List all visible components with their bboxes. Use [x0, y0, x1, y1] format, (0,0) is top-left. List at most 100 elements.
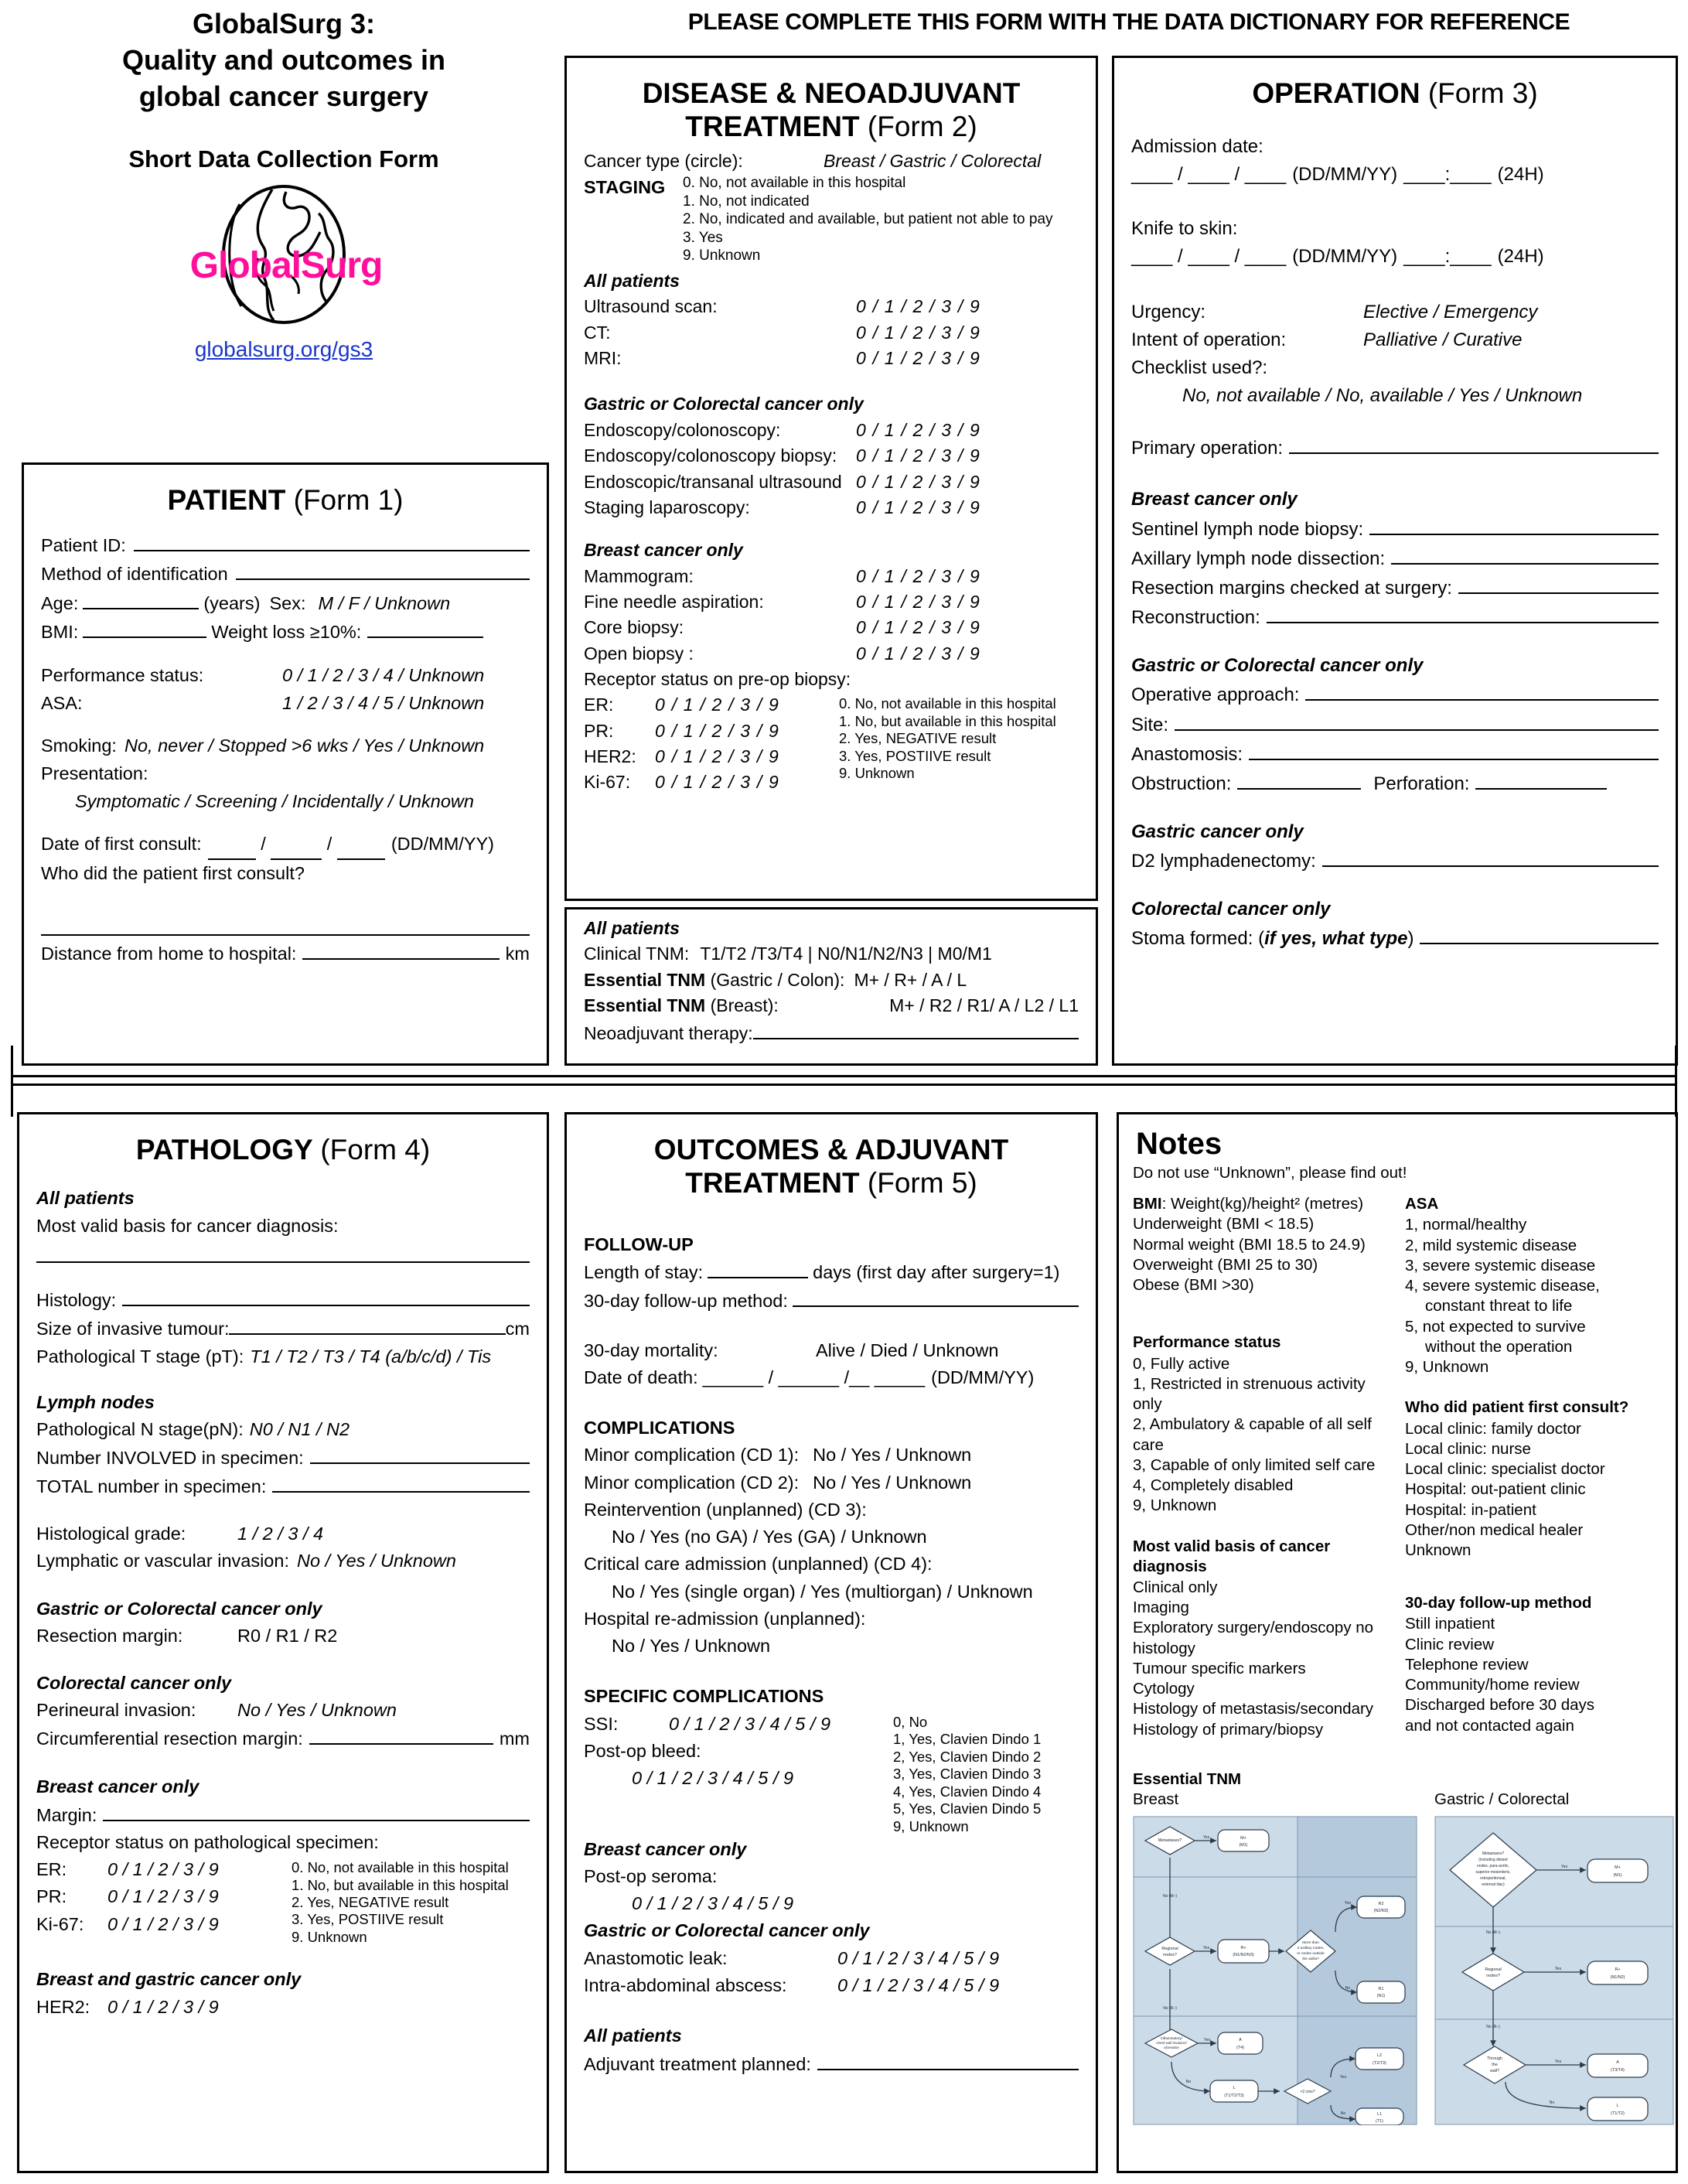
field-postop-seroma-options[interactable]: 0 / 1 / 2 / 3 / 4 / 5 / 9	[632, 1893, 794, 1914]
website-link[interactable]: globalsurg.org/gs3	[194, 337, 373, 362]
field-postop-bleed-options[interactable]: 0 / 1 / 2 / 3 / 4 / 5 / 9	[632, 1768, 794, 1789]
field-mammogram[interactable]: Mammogram: 0 / 1 / 2 / 3 / 9	[584, 565, 981, 586]
field-asa[interactable]: ASA: 1 / 2 / 3 / 4 / 5 / Unknown	[41, 692, 485, 713]
fc-breast-d3-yes: Yes	[1345, 1901, 1352, 1906]
field-open-biopsy[interactable]: Open biopsy : 0 / 1 / 2 / 3 / 9	[584, 643, 981, 664]
field-ki67[interactable]: Ki-67: 0 / 1 / 2 / 3 / 9	[584, 772, 780, 793]
field-sentinel-node-biopsy[interactable]: Sentinel lymph node biopsy:	[1131, 514, 1659, 543]
field-perineural-invasion[interactable]: Perineural invasion: No / Yes / Unknown	[36, 1700, 397, 1721]
field-histology[interactable]: Histology:	[36, 1286, 530, 1315]
field-date-of-death[interactable]: Date of death: ______ / ______ /__ _____…	[584, 1367, 1035, 1387]
fc-gc-d2-yes: Yes	[1555, 1967, 1562, 1971]
field-cancer-type[interactable]: Cancer type (circle): Breast / Gastric /…	[584, 150, 1042, 171]
field-resection-margin[interactable]: Resection margin: R0 / R1 / R2	[36, 1625, 338, 1646]
heading-op-gastric-colorectal: Gastric or Colorectal cancer only	[1131, 655, 1424, 677]
field-endoscopy-colonoscopy[interactable]: Endoscopy/colonoscopy: 0 / 1 / 2 / 3 / 9	[584, 419, 981, 440]
field-cd2[interactable]: Minor complication (CD 2): No / Yes / Un…	[584, 1472, 972, 1493]
flowchart-breast: Metastases? Yes M+ (M1) No (M–) Regional n…	[1133, 1816, 1417, 2129]
field-obstruction-perforation[interactable]: Obstruction: Perforation:	[1131, 769, 1659, 798]
field-knife-datetime[interactable]: ____ / ____ / ____ (DD/MM/YY) ____:____ …	[1131, 246, 1544, 268]
field-path-ki67[interactable]: Ki-67: 0 / 1 / 2 / 3 / 9	[36, 1913, 219, 1934]
field-first-consult-date[interactable]: Date of first consult: / / (DD/MM/YY)	[41, 831, 530, 861]
field-intent-of-operation[interactable]: Intent of operation: Palliative / Curati…	[1131, 329, 1523, 351]
field-tumour-size[interactable]: Size of invasive tumour: cm	[36, 1315, 530, 1343]
receptor-key: 0. No, not available in this hospital 1.…	[839, 695, 1056, 782]
field-transanal-ultrasound[interactable]: Endoscopic/transanal ultrasound 0 / 1 / …	[584, 471, 981, 492]
tnm-flowchart-heading: Essential TNM	[1133, 1769, 1242, 1788]
svg-text:L2: L2	[1377, 2053, 1382, 2058]
field-smoking[interactable]: Smoking: No, never / Stopped >6 wks / Ye…	[41, 735, 485, 756]
field-performance-status[interactable]: Performance status: 0 / 1 / 2 / 3 / 4 / …	[41, 664, 485, 685]
field-ultrasound-scan[interactable]: Ultrasound scan: 0 / 1 / 2 / 3 / 9	[584, 296, 981, 317]
field-clinical-tnm[interactable]: Clinical TNM: T1/T2 /T3/T4 | N0/N1/N2/N3…	[584, 944, 992, 964]
field-path-er[interactable]: ER: 0 / 1 / 2 / 3 / 9	[36, 1859, 219, 1880]
field-cd1[interactable]: Minor complication (CD 1): No / Yes / Un…	[584, 1445, 972, 1466]
field-nodes-total[interactable]: TOTAL number in specimen:	[36, 1472, 530, 1500]
field-primary-operation[interactable]: Primary operation:	[1131, 433, 1659, 462]
field-followup-method[interactable]: 30-day follow-up method:	[584, 1287, 1079, 1316]
flowchart-gastric-colorectal: Metastases? (including distant nodes, pa…	[1434, 1816, 1674, 2129]
field-pr[interactable]: PR: 0 / 1 / 2 / 3 / 9	[584, 720, 780, 741]
field-patient-id[interactable]: Patient ID:	[41, 531, 530, 559]
field-mri[interactable]: MRI: 0 / 1 / 2 / 3 / 9	[584, 348, 981, 369]
field-anastomosis[interactable]: Anastomosis:	[1131, 739, 1659, 769]
field-ssi[interactable]: SSI: 0 / 1 / 2 / 3 / 4 / 5 / 9	[584, 1713, 831, 1734]
field-method-identification[interactable]: Method of identification	[41, 560, 530, 589]
sex-options[interactable]: M / F / Unknown	[318, 592, 451, 613]
fc-breast-d3-no: No	[1345, 1986, 1351, 1991]
field-path-her2[interactable]: HER2: 0 / 1 / 2 / 3 / 9	[36, 1996, 219, 2017]
field-30day-mortality[interactable]: 30-day mortality: Alive / Died / Unknown	[584, 1339, 999, 1360]
field-d2-lymphadenectomy[interactable]: D2 lymphadenectomy:	[1131, 846, 1659, 875]
field-distance-home-hospital[interactable]: Distance from home to hospital: km	[41, 939, 530, 967]
field-site[interactable]: Site:	[1131, 709, 1659, 739]
field-essential-tnm-gastric[interactable]: Essential TNM (Gastric / Colon): M+ / R+…	[584, 969, 967, 990]
disease-form-title: DISEASE & NEOADJUVANT TREATMENT (Form 2)	[642, 77, 1021, 143]
svg-text:Metastases?: Metastases?	[1482, 1851, 1505, 1856]
field-margin[interactable]: Margin:	[36, 1800, 530, 1829]
field-circumferential-margin[interactable]: Circumferential resection margin: mm	[36, 1725, 530, 1753]
field-path-pr[interactable]: PR: 0 / 1 / 2 / 3 / 9	[36, 1886, 219, 1907]
svg-text:(N1/N2): (N1/N2)	[1611, 1975, 1625, 1980]
field-admission-datetime[interactable]: ____ / ____ / ____ (DD/MM/YY) ____:____ …	[1131, 164, 1544, 186]
field-readmission-options[interactable]: No / Yes / Unknown	[612, 1636, 771, 1657]
field-axillary-dissection[interactable]: Axillary lymph node dissection:	[1131, 544, 1659, 573]
heading-path-breast-only: Breast cancer only	[36, 1776, 199, 1797]
field-her2[interactable]: HER2: 0 / 1 / 2 / 3 / 9	[584, 746, 780, 766]
field-reconstruction[interactable]: Reconstruction:	[1131, 602, 1659, 632]
field-operative-approach[interactable]: Operative approach:	[1131, 680, 1659, 709]
field-bmi-weightloss[interactable]: BMI: Weight loss ≥10%:	[41, 617, 530, 646]
field-age-sex[interactable]: Age: (years) Sex: M / F / Unknown	[41, 589, 530, 617]
presentation-options[interactable]: Symptomatic / Screening / Incidentally /…	[75, 790, 474, 811]
path-receptor-key: 0. No, not available in this hospital 1.…	[292, 1859, 509, 1945]
field-cd3-options[interactable]: No / Yes (no GA) / Yes (GA) / Unknown	[612, 1527, 927, 1548]
field-essential-tnm-breast[interactable]: Essential TNM (Breast): M+ / R2 / R1/ A …	[584, 995, 1079, 1016]
svg-text:(N1): (N1)	[1377, 1994, 1386, 1998]
svg-text:nodes, para-aortic,: nodes, para-aortic,	[1477, 1864, 1509, 1868]
field-stoma-formed[interactable]: Stoma formed: ( if yes, what type )	[1131, 923, 1659, 953]
field-neoadjuvant-therapy[interactable]: Neoadjuvant therapy:	[584, 1019, 1079, 1046]
field-intra-abdominal-abscess[interactable]: Intra-abdominal abscess: 0 / 1 / 2 / 3 /…	[584, 1974, 1000, 1995]
heading-followup: FOLLOW-UP	[584, 1234, 694, 1254]
field-anastomotic-leak[interactable]: Anastomotic leak: 0 / 1 / 2 / 3 / 4 / 5 …	[584, 1947, 1000, 1968]
heading-path-gastric-colorectal: Gastric or Colorectal cancer only	[36, 1598, 322, 1619]
checklist-options[interactable]: No, not available / No, available / Yes …	[1182, 385, 1583, 407]
field-endoscopy-biopsy[interactable]: Endoscopy/colonoscopy biopsy: 0 / 1 / 2 …	[584, 445, 981, 466]
fc-breast-d1-no: No (M–)	[1163, 1894, 1177, 1899]
field-nodes-involved[interactable]: Number INVOLVED in specimen:	[36, 1443, 530, 1472]
field-pn-stage[interactable]: Pathological N stage(pN): N0 / N1 / N2	[36, 1419, 350, 1440]
field-er[interactable]: ER: 0 / 1 / 2 / 3 / 9	[584, 694, 780, 715]
svg-text:(T4): (T4)	[1236, 2046, 1244, 2050]
field-staging-laparoscopy[interactable]: Staging laparoscopy: 0 / 1 / 2 / 3 / 9	[584, 497, 981, 517]
field-ct[interactable]: CT: 0 / 1 / 2 / 3 / 9	[584, 322, 981, 343]
field-resection-margins-checked[interactable]: Resection margins checked at surgery:	[1131, 573, 1659, 602]
field-pt-stage[interactable]: Pathological T stage (pT): T1 / T2 / T3 …	[36, 1346, 492, 1367]
field-urgency[interactable]: Urgency: Elective / Emergency	[1131, 302, 1538, 323]
field-cd4-options[interactable]: No / Yes (single organ) / Yes (multiorga…	[612, 1581, 1033, 1602]
field-fna[interactable]: Fine needle aspiration: 0 / 1 / 2 / 3 / …	[584, 591, 981, 612]
field-histological-grade[interactable]: Histological grade: 1 / 2 / 3 / 4	[36, 1524, 324, 1544]
heading-breast-gastric-only: Breast and gastric cancer only	[36, 1969, 302, 1990]
field-core-biopsy[interactable]: Core biopsy: 0 / 1 / 2 / 3 / 9	[584, 617, 981, 638]
field-length-of-stay[interactable]: Length of stay: days (first day after su…	[584, 1258, 1079, 1287]
field-adjuvant-treatment[interactable]: Adjuvant treatment planned:	[584, 2049, 1079, 2078]
field-lymphovascular-invasion[interactable]: Lymphatic or vascular invasion: No / Yes…	[36, 1551, 456, 1571]
